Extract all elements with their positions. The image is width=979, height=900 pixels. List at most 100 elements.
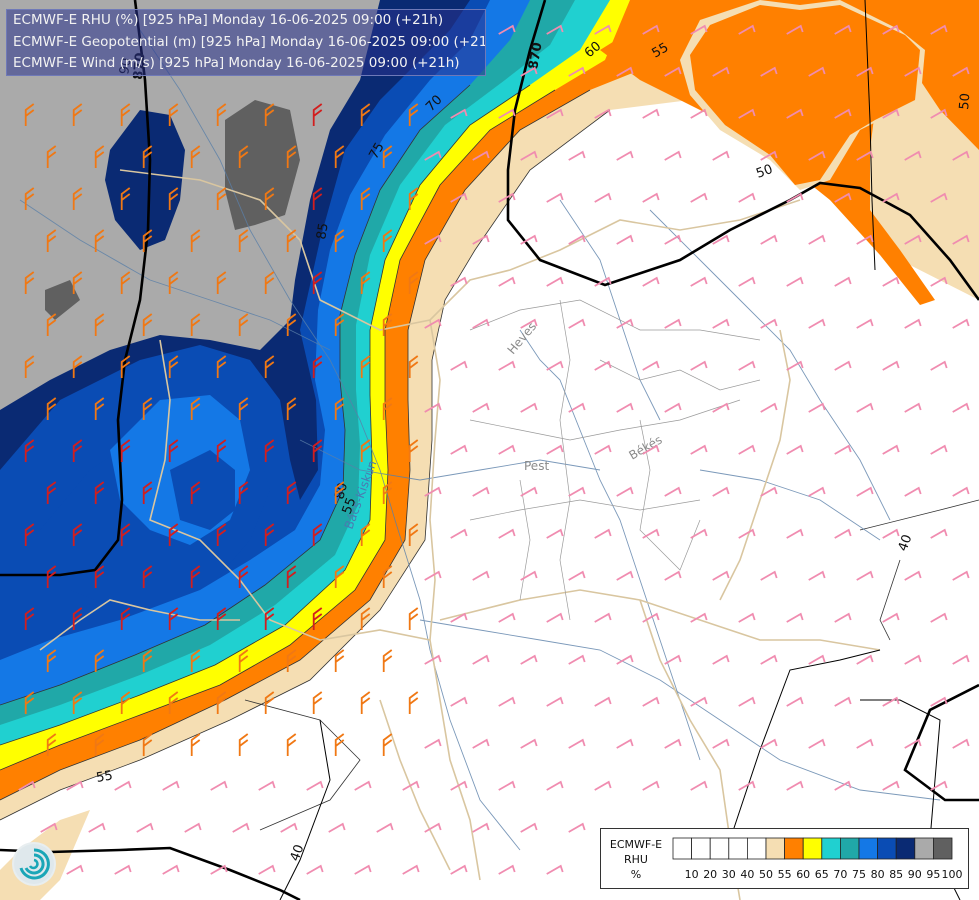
wind-barb xyxy=(94,397,105,420)
legend-swatch xyxy=(691,837,711,860)
wind-barb xyxy=(498,360,516,371)
wind-barb xyxy=(952,654,970,665)
legend-swatch xyxy=(747,837,767,860)
legend-tick-label: 70 xyxy=(833,868,847,881)
wind-barb xyxy=(642,108,660,119)
wind-barb xyxy=(472,570,490,581)
wind-barb xyxy=(238,649,249,672)
rhu-band-100-a xyxy=(225,100,300,230)
wind-barb xyxy=(882,528,900,539)
wind-barb xyxy=(286,145,297,168)
wind-barb xyxy=(142,145,153,168)
wind-barb xyxy=(594,360,612,371)
wind-barb xyxy=(168,355,179,378)
wind-barb xyxy=(642,696,660,707)
wind-barb xyxy=(738,696,756,707)
wind-barb xyxy=(94,733,105,756)
wind-barb xyxy=(408,103,419,126)
wind-barb xyxy=(760,66,778,77)
wind-barb xyxy=(334,733,345,756)
wind-barb xyxy=(408,271,419,294)
wind-barb xyxy=(546,24,564,35)
wind-barb xyxy=(24,355,35,378)
wind-barb xyxy=(664,318,682,329)
wind-barb xyxy=(930,528,948,539)
wind-barb xyxy=(616,738,634,749)
wind-barb xyxy=(450,864,468,875)
wind-barb xyxy=(472,486,490,497)
wind-barb xyxy=(520,486,538,497)
wind-barb xyxy=(808,318,826,329)
wind-barb xyxy=(216,187,227,210)
wind-barb xyxy=(882,444,900,455)
wind-barb xyxy=(520,738,538,749)
wind-barbs xyxy=(18,24,970,875)
wind-barb xyxy=(738,444,756,455)
wind-barb xyxy=(594,192,612,203)
wind-barb xyxy=(930,780,948,791)
wind-barb xyxy=(216,607,227,630)
wind-barb xyxy=(930,612,948,623)
legend-variable: RHU xyxy=(624,853,648,866)
wind-barb xyxy=(498,864,516,875)
wind-barb xyxy=(360,439,371,462)
wind-barb xyxy=(808,234,826,245)
wind-barb xyxy=(286,397,297,420)
wind-barb xyxy=(930,276,948,287)
wind-barb xyxy=(450,780,468,791)
wind-barb xyxy=(498,24,516,35)
wind-barb xyxy=(856,402,874,413)
wind-barb xyxy=(712,654,730,665)
legend-tick-label: 30 xyxy=(722,868,736,881)
geopotential-label: 870 xyxy=(526,41,545,70)
wind-barb xyxy=(24,523,35,546)
wind-barb xyxy=(568,318,586,329)
wind-barb xyxy=(450,696,468,707)
wind-barb xyxy=(472,738,490,749)
wind-barb xyxy=(664,402,682,413)
legend-unit: % xyxy=(630,868,642,881)
wind-barb xyxy=(738,528,756,539)
wind-barb xyxy=(952,150,970,161)
legend-label: ECMWF-E RHU % xyxy=(604,837,668,882)
wind-barb xyxy=(856,486,874,497)
legend-tick-label: 65 xyxy=(815,868,829,881)
wind-barb xyxy=(142,733,153,756)
wind-barb xyxy=(930,108,948,119)
wind-barb xyxy=(408,523,419,546)
contour-label: 55 xyxy=(95,768,114,786)
wind-barb xyxy=(312,103,323,126)
wind-barb xyxy=(382,397,393,420)
wind-barb xyxy=(382,649,393,672)
wind-barb xyxy=(498,276,516,287)
wind-barb xyxy=(264,523,275,546)
wind-barb xyxy=(360,355,371,378)
legend-swatch xyxy=(765,837,786,860)
wind-title: ECMWF-E Wind (m/s) [925 hPa] Monday 16-0… xyxy=(13,55,460,71)
wind-barb xyxy=(190,397,201,420)
wind-barb xyxy=(424,570,442,581)
wind-barb xyxy=(616,486,634,497)
wind-barb xyxy=(190,649,201,672)
wind-barb xyxy=(882,360,900,371)
legend-tick-label: 20 xyxy=(703,868,717,881)
wind-barb xyxy=(424,150,442,161)
wind-barb xyxy=(24,607,35,630)
wind-barb xyxy=(120,187,131,210)
wind-barb xyxy=(258,864,276,875)
wind-barb xyxy=(690,360,708,371)
wind-barb xyxy=(546,192,564,203)
wind-barb xyxy=(930,24,948,35)
wind-barb xyxy=(120,271,131,294)
wind-barb xyxy=(72,355,83,378)
wind-barb xyxy=(568,234,586,245)
wind-barb xyxy=(690,192,708,203)
wind-barb xyxy=(904,66,922,77)
wind-barb xyxy=(142,313,153,336)
wind-barb xyxy=(786,444,804,455)
wind-barb xyxy=(472,150,490,161)
wind-barb xyxy=(760,570,778,581)
wind-barb xyxy=(808,570,826,581)
wind-barb xyxy=(360,103,371,126)
wind-barb xyxy=(46,565,57,588)
